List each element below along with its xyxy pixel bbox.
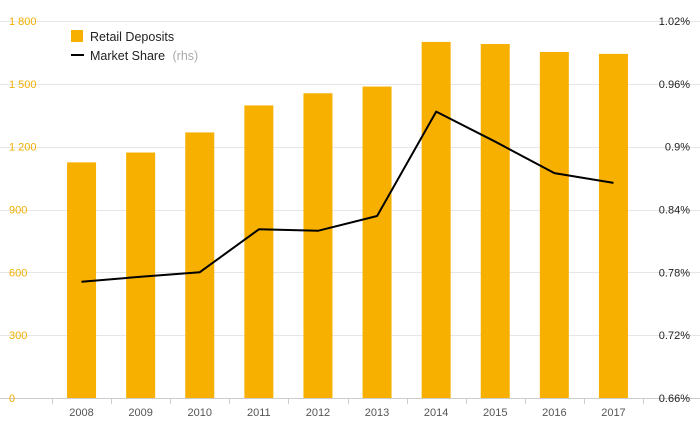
right-tick-label: 0.96%: [659, 79, 690, 91]
right-axis-ticks: 0.66% 0.72% 0.78% 0.84% 0.9% 0.96% 1.02%: [659, 16, 690, 405]
x-tick-label: 2013: [365, 407, 389, 419]
right-tick-label: 1.02%: [659, 16, 690, 28]
x-axis: [0, 398, 700, 404]
left-axis-ticks: 0 300 600 900 1 200 1 500 1 800: [9, 16, 37, 405]
x-tick-label: 2011: [247, 407, 271, 419]
x-tick-label: 2016: [542, 407, 566, 419]
x-tick-label: 2009: [128, 407, 152, 419]
bar-2011: [244, 105, 274, 398]
bar-2017: [598, 53, 628, 398]
gridlines: [0, 21, 700, 336]
x-tick-label: 2017: [601, 407, 625, 419]
legend-swatch-retail-deposits: [71, 30, 83, 42]
legend-label-market-share-suffix: (rhs): [173, 49, 199, 63]
bar-2016: [539, 51, 569, 399]
right-tick-label: 0.9%: [665, 142, 690, 154]
legend-label-market-share: Market Share (rhs): [90, 49, 198, 63]
left-tick-label: 1 500: [9, 79, 37, 91]
legend-label-retail-deposits: Retail Deposits: [90, 30, 174, 44]
market-share-polyline: [81, 110, 614, 283]
bar-2013: [362, 86, 392, 398]
right-tick-label: 0.66%: [659, 393, 690, 405]
right-tick-label: 0.78%: [659, 267, 690, 279]
x-tick-label: 2012: [306, 407, 330, 419]
market-share-line: [81, 110, 614, 283]
left-tick-label: 900: [9, 205, 27, 217]
x-axis-ticks: 2008 2009 2010 2011 2012 2013 2014 2015 2016 2017: [69, 407, 625, 419]
x-tick-label: 2010: [188, 407, 212, 419]
bar-2014: [421, 41, 451, 398]
left-tick-label: 300: [9, 330, 27, 342]
bar-2015: [480, 44, 510, 399]
retail-deposits-bars: [67, 41, 628, 399]
left-tick-label: 1 800: [9, 16, 37, 28]
left-tick-label: 1 200: [9, 142, 37, 154]
legend-label-market-share-name: Market Share: [90, 49, 165, 63]
right-tick-label: 0.72%: [659, 330, 690, 342]
legend: Retail Deposits Market Share (rhs): [71, 30, 198, 63]
left-tick-label: 600: [9, 267, 27, 279]
left-tick-label: 0: [9, 393, 15, 405]
x-tick-label: 2014: [424, 407, 448, 419]
right-tick-label: 0.84%: [659, 205, 690, 217]
x-tick-label: 2008: [69, 407, 93, 419]
x-tick-label: 2015: [483, 407, 507, 419]
bar-2012: [303, 93, 333, 398]
